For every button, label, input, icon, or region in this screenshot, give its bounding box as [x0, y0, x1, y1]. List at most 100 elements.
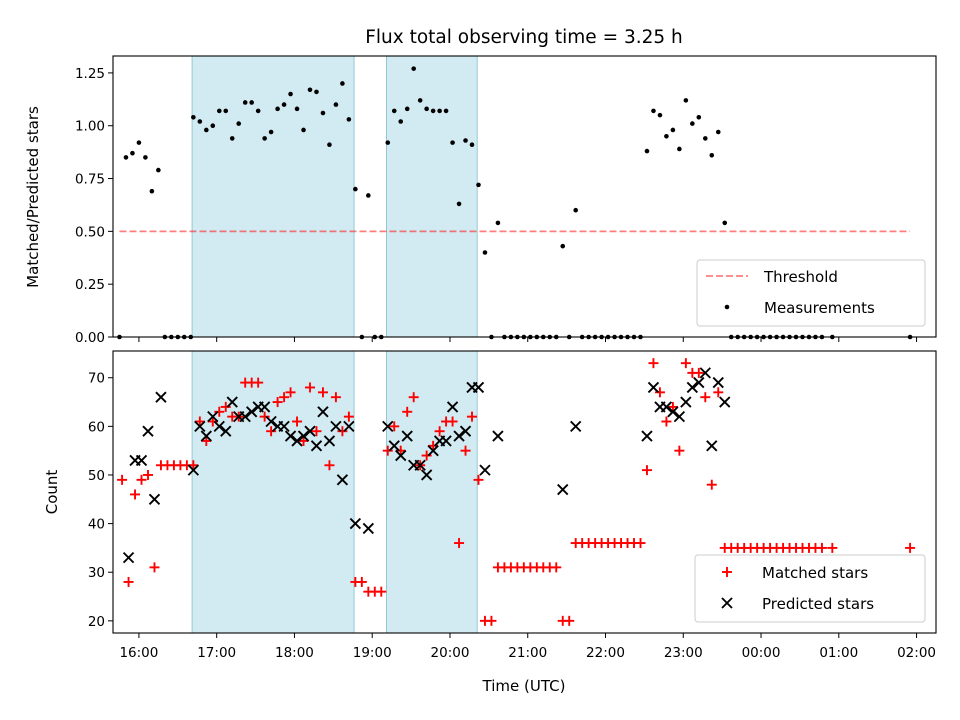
predicted-star-point	[453, 430, 465, 442]
measurement-point	[255, 108, 261, 114]
x-tick-label: 02:00	[897, 645, 936, 661]
predicted-star-point	[414, 459, 426, 471]
predicted-star-point	[278, 420, 290, 433]
x-tick-label: 00:00	[742, 645, 781, 661]
measurement-point	[417, 98, 423, 103]
top-legend-box	[696, 259, 926, 327]
predicted-star-point	[239, 410, 251, 423]
measurement-point	[715, 129, 721, 135]
matched-star-point	[467, 411, 478, 422]
predicted-star-point	[686, 381, 699, 394]
predicted-star-point	[699, 367, 711, 379]
matched-star-point	[551, 562, 562, 573]
bottom-panel: 20 30 40 50 60 70 16:00 17:00 18:00 19:00 20:00 21…	[43, 350, 937, 695]
measurement-point	[314, 89, 319, 95]
matched-star-point	[641, 465, 652, 476]
measurement-point	[690, 121, 695, 126]
matched-star-point	[376, 586, 387, 597]
bottom-y-tick-label: 70	[88, 371, 105, 387]
measurement-point	[366, 193, 371, 198]
predicted-star-point	[647, 381, 660, 394]
measurement-point	[216, 108, 222, 114]
measurement-point	[281, 102, 287, 107]
measurement-point	[644, 148, 650, 154]
bottom-x-ticks: 16:00 17:00 18:00 19:00 20:00 21:00 22:00 23:00…	[119, 633, 936, 661]
measurement-point	[333, 102, 339, 107]
predicted-star-point	[142, 425, 154, 437]
matched-star-point	[827, 542, 838, 553]
measurement-point	[275, 106, 280, 112]
predicted-star-point	[401, 430, 413, 442]
matched-star-point	[207, 416, 218, 427]
predicted-star-point	[246, 406, 258, 418]
matched-marker	[722, 567, 732, 577]
measurement-point	[301, 127, 306, 133]
predicted-star-point	[706, 440, 718, 452]
predicted-star-point	[226, 396, 238, 408]
measurement-point	[210, 123, 216, 129]
measurement-point	[149, 188, 155, 194]
predicted-star-point	[459, 425, 472, 437]
predicted-star-point	[362, 522, 374, 535]
matched-star-point	[194, 416, 205, 427]
matched-star-point	[389, 421, 400, 432]
measurement-point	[143, 155, 148, 160]
matched-star-point	[253, 377, 264, 388]
measurement-point	[683, 98, 689, 103]
predicted-star-point	[395, 449, 407, 462]
matched-star-point	[661, 416, 672, 427]
measurement-point	[191, 114, 196, 120]
bottom-y-axis-title: Count	[43, 470, 61, 515]
legend-measurements-label: Measurements	[764, 299, 875, 317]
matched-star-point	[220, 401, 231, 412]
bottom-y-tick-label: 50	[88, 468, 105, 484]
x-tick-label: 17:00	[197, 645, 236, 661]
bottom-y-tick-label: 30	[88, 565, 105, 581]
bottom-y-tick-label: 40	[88, 517, 105, 533]
matched-star-point	[700, 392, 711, 403]
predicted-marker	[721, 597, 733, 609]
predicted-star-point	[304, 425, 316, 437]
measurement-point	[136, 140, 142, 145]
measurement-point	[242, 100, 248, 105]
matched-star-point	[136, 474, 147, 485]
matched-star-point	[667, 401, 678, 412]
predicted-star-point	[135, 454, 148, 467]
predicted-star-point	[440, 435, 452, 447]
predicted-star-point	[187, 464, 200, 476]
predicted-star-point	[265, 415, 277, 428]
matched-star-point	[356, 576, 367, 587]
predicted-star-point	[284, 430, 297, 442]
measurement-point	[353, 186, 358, 192]
matched-star-point	[259, 411, 270, 422]
bottom-legend: Matched stars Predicted stars	[694, 554, 926, 623]
measurement-point	[229, 136, 235, 141]
predicted-star-point	[492, 430, 504, 442]
predicted-star-point	[420, 469, 433, 481]
count-points	[117, 358, 916, 626]
measurement-point	[327, 142, 332, 148]
predicted-star-point	[213, 420, 225, 433]
chart-title: Flux total observing time = 3.25 h	[365, 27, 683, 48]
predicted-star-point	[660, 401, 673, 413]
matched-star-point	[298, 435, 309, 446]
predicted-star-point	[673, 410, 686, 423]
top-y-tick-label: 0.00	[75, 330, 105, 346]
matched-star-point	[266, 426, 277, 437]
top-axes-frame	[112, 55, 937, 338]
matched-star-point	[279, 392, 290, 403]
legend-matched-label: Matched stars	[762, 564, 868, 582]
measurement-point	[340, 81, 345, 86]
x-tick-label: 16:00	[119, 645, 158, 661]
matched-star-point	[421, 450, 432, 461]
measurement-point	[156, 167, 161, 173]
x-axis-title: Time (UTC)	[482, 677, 566, 695]
matched-star-point	[648, 358, 659, 369]
matched-star-point	[486, 615, 497, 626]
matched-star-point	[382, 445, 393, 456]
measurement-point	[424, 106, 429, 112]
matched-star-point	[311, 426, 322, 437]
predicted-star-point	[382, 420, 394, 433]
matched-star-point	[337, 426, 348, 437]
